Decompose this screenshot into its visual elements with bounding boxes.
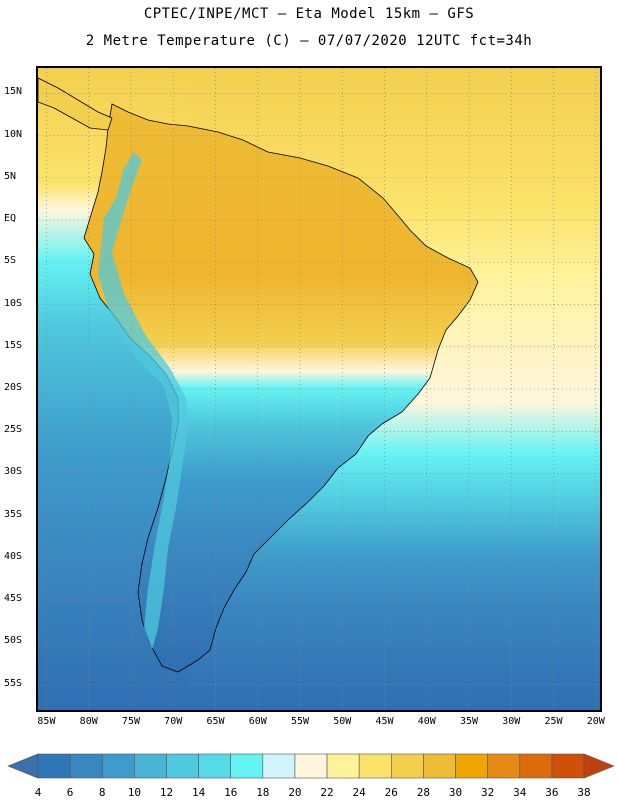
scale-tick-label: 22 [320, 786, 334, 799]
longitude-tick-label: 75W [121, 716, 140, 727]
latitude-tick-label: 10S [4, 297, 23, 309]
longitude-tick-label: 55W [290, 716, 310, 727]
scale-tick-label: 36 [545, 786, 559, 799]
map-title-line-1: CPTEC/INPE/MCT – Eta Model 15km – GFS [143, 6, 475, 22]
longitude-tick-label: 40W [417, 716, 436, 727]
latitude-tick-label: EQ [4, 213, 17, 225]
scale-swatch [262, 753, 296, 779]
latitude-tick-label: 25S [4, 424, 23, 436]
longitude-tick-label: 85W [37, 716, 56, 727]
longitude-tick-label: 60W [248, 716, 267, 727]
scale-tick-label: 34 [513, 786, 527, 799]
latitude-tick-label: 40S [4, 550, 23, 562]
scale-min-arrow [7, 753, 39, 779]
scale-swatch [551, 753, 585, 779]
longitude-tick-label: 45W [375, 716, 394, 727]
scale-swatch [519, 753, 553, 779]
scale-swatch [166, 753, 199, 779]
longitude-tick-label: 80W [79, 716, 98, 727]
scale-swatch [390, 753, 424, 779]
scale-swatch [134, 753, 167, 779]
longitude-tick-label: 35W [459, 716, 479, 727]
latitude-tick-label: 50S [4, 635, 23, 647]
scale-swatch [358, 753, 392, 779]
longitude-tick-label: 65W [206, 716, 225, 727]
scale-tick-label: 8 [98, 786, 106, 799]
latitude-tick-label: 5N [4, 170, 17, 182]
scale-tick-label: 30 [448, 786, 463, 799]
scale-tick-label: 28 [416, 786, 431, 799]
longitude-tick-label: 20W [586, 716, 605, 727]
longitude-tick-label: 70W [164, 716, 183, 727]
scale-swatch [294, 753, 328, 779]
map-canvas [38, 68, 600, 710]
scale-swatch [230, 753, 264, 779]
latitude-tick-label: 15S [4, 339, 23, 351]
scale-tick-label: 32 [481, 786, 495, 799]
latitude-tick-label: 35S [4, 508, 23, 520]
scale-swatch [326, 753, 360, 779]
scale-tick-label: 4 [34, 786, 42, 799]
latitude-tick-label: 10N [4, 128, 23, 140]
latitude-tick-label: 20S [4, 382, 23, 393]
longitude-tick-label: 50W [333, 716, 352, 727]
scale-swatch [101, 753, 135, 779]
scale-swatch [423, 753, 456, 779]
scale-tick-label: 38 [577, 786, 591, 799]
scale-tick-label: 24 [352, 786, 366, 799]
scale-swatch [69, 753, 103, 779]
scale-tick-label: 18 [256, 786, 270, 799]
map-title-line-2: 2 Metre Temperature (C) – 07/07/2020 12U… [85, 33, 533, 49]
scale-swatch [455, 753, 488, 779]
latitude-tick-label: 5S [4, 255, 17, 267]
latitude-tick-label: 15N [4, 86, 23, 98]
latitude-tick-label: 45S [4, 593, 23, 605]
temperature-map[interactable] [36, 66, 602, 712]
andes-cold-band [98, 152, 188, 650]
longitude-tick-label: 30W [502, 716, 521, 727]
scale-tick-label: 16 [224, 786, 238, 799]
scale-max-arrow [583, 753, 615, 779]
scale-swatch [37, 753, 71, 779]
scale-swatch [198, 753, 232, 779]
longitude-tick-label: 25W [544, 716, 563, 727]
scale-tick-label: 6 [66, 786, 74, 799]
scale-tick-label: 14 [191, 786, 206, 799]
scale-tick-label: 10 [127, 786, 141, 799]
scale-tick-label: 20 [288, 786, 302, 799]
scale-tick-label: 12 [159, 786, 174, 799]
latitude-tick-label: 30S [4, 466, 23, 478]
scale-swatch [487, 753, 521, 779]
color-scale-bar [7, 753, 615, 779]
central-america [38, 77, 113, 131]
latitude-tick-label: 55S [4, 677, 23, 689]
scale-tick-label: 26 [384, 786, 398, 799]
